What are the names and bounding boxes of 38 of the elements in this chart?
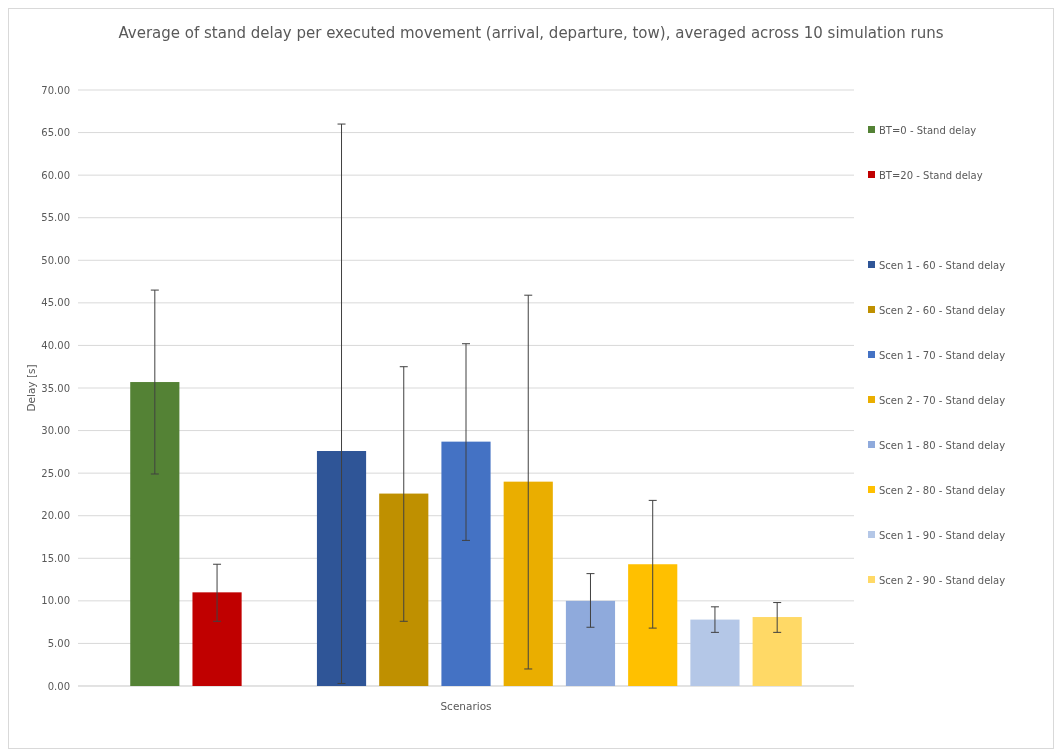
y-tick-label: 5.00 bbox=[47, 637, 70, 649]
y-tick-label: 30.00 bbox=[41, 425, 70, 437]
y-tick-label: 50.00 bbox=[41, 254, 70, 266]
legend-label: BT=20 - Stand delay bbox=[879, 169, 983, 181]
y-tick-label: 55.00 bbox=[41, 212, 70, 224]
legend-label: Scen 2 - 70 - Stand delay bbox=[879, 394, 1006, 406]
bar bbox=[628, 564, 678, 686]
bar bbox=[752, 617, 802, 686]
bar bbox=[130, 382, 180, 686]
y-tick-label: 40.00 bbox=[41, 339, 70, 351]
y-tick-label: 35.00 bbox=[41, 382, 70, 394]
legend-label: Scen 2 - 80 - Stand delay bbox=[879, 484, 1006, 496]
bar bbox=[690, 619, 740, 686]
y-axis-title: Delay [s] bbox=[25, 364, 37, 412]
chart-title: Average of stand delay per executed movement (arrival, departure, tow), averaged across 10 simulation runs bbox=[118, 24, 944, 42]
bar bbox=[316, 451, 367, 686]
bar bbox=[192, 592, 242, 686]
y-tick-label: 25.00 bbox=[41, 467, 70, 479]
bar bbox=[441, 441, 491, 686]
bar bbox=[379, 493, 429, 686]
legend-label: Scen 1 - 90 - Stand delay bbox=[879, 529, 1006, 541]
bar bbox=[503, 481, 553, 686]
y-tick-label: 15.00 bbox=[41, 552, 70, 564]
legend-label: Scen 2 - 90 - Stand delay bbox=[879, 574, 1006, 586]
legend-label: Scen 1 - 60 - Stand delay bbox=[879, 259, 1006, 271]
legend-label: Scen 2 - 60 - Stand delay bbox=[879, 304, 1006, 316]
y-tick-label: 10.00 bbox=[41, 595, 70, 607]
bar bbox=[565, 600, 616, 686]
y-tick-label: 70.00 bbox=[41, 84, 70, 96]
y-tick-label: 65.00 bbox=[41, 127, 70, 139]
x-axis-title: Scenarios bbox=[440, 700, 492, 712]
legend-label: Scen 1 - 70 - Stand delay bbox=[879, 349, 1006, 361]
y-tick-label: 20.00 bbox=[41, 510, 70, 522]
y-tick-label: 45.00 bbox=[41, 297, 70, 309]
legend-label: Scen 1 - 80 - Stand delay bbox=[879, 439, 1006, 451]
y-tick-label: 0.00 bbox=[47, 680, 70, 692]
y-tick-label: 60.00 bbox=[41, 169, 70, 181]
legend-label: BT=0 - Stand delay bbox=[879, 124, 977, 136]
